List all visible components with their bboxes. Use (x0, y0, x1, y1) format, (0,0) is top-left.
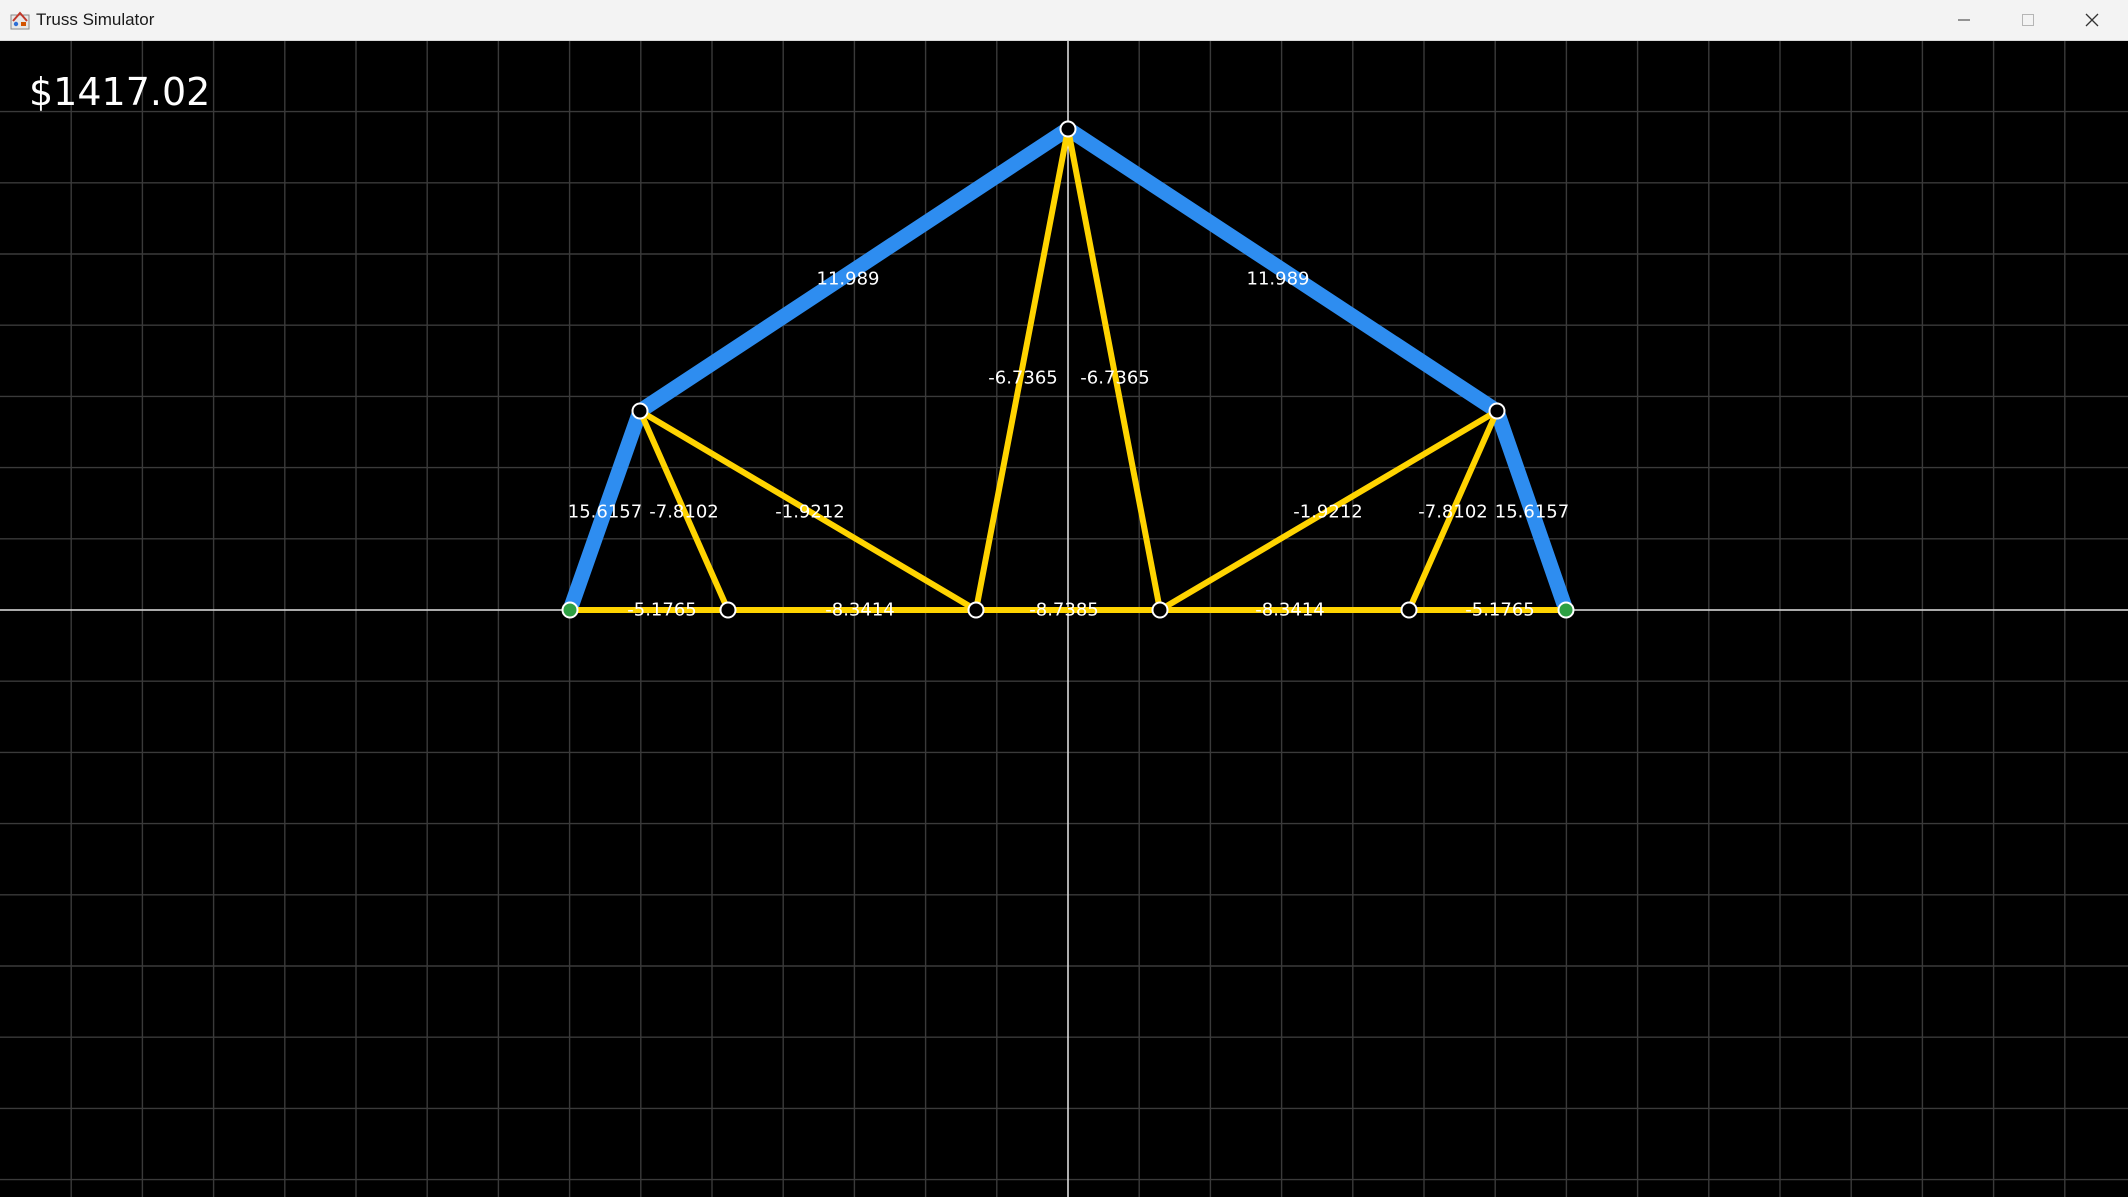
close-icon (2085, 13, 2099, 27)
maximize-icon (2022, 14, 2034, 26)
member-right-short-web[interactable] (1406, 408, 1500, 613)
maximize-button[interactable] (1996, 0, 2060, 40)
force-label: -1.9212 (1293, 502, 1362, 523)
force-label: 15.6157 (568, 502, 642, 523)
force-label: -7.8102 (1418, 502, 1487, 523)
node-b2[interactable] (967, 601, 985, 619)
node-b3[interactable] (1151, 601, 1169, 619)
node-support-right[interactable] (1557, 601, 1575, 619)
force-label: 11.989 (1247, 269, 1310, 290)
member-apex-web-right[interactable] (1065, 126, 1163, 613)
app-icon (10, 11, 30, 30)
force-label: -8.3414 (1255, 600, 1324, 621)
force-label: 15.6157 (1495, 502, 1569, 523)
close-button[interactable] (2060, 0, 2124, 40)
member-left-end[interactable] (562, 403, 648, 618)
node-upper-right[interactable] (1488, 402, 1506, 420)
force-label: 11.989 (817, 269, 880, 290)
force-label: -6.7365 (988, 368, 1057, 389)
member-left-short-web[interactable] (637, 408, 731, 613)
truss-canvas[interactable]: 11.989 11.989 -6.7365 -6.7365 15.6157 15.6157… (0, 41, 2128, 1197)
member-top-left[interactable] (632, 121, 1076, 419)
minimize-button[interactable] (1932, 0, 1996, 40)
member-left-long-web[interactable] (637, 408, 979, 613)
node-upper-left[interactable] (631, 402, 649, 420)
force-label: -6.7365 (1080, 368, 1149, 389)
minimize-icon (1958, 19, 1970, 21)
window-title: Truss Simulator (36, 10, 155, 29)
title-bar: Truss Simulator (0, 0, 2128, 41)
member-top-right[interactable] (1060, 121, 1505, 419)
node-b4[interactable] (1400, 601, 1418, 619)
force-label: -1.9212 (775, 502, 844, 523)
member-right-long-web[interactable] (1157, 408, 1500, 613)
truss-drawing[interactable]: 11.989 11.989 -6.7365 -6.7365 15.6157 15.6157… (0, 41, 2128, 1197)
force-label: -5.1765 (1465, 600, 1534, 621)
force-label: -8.3414 (825, 600, 894, 621)
node-support-left[interactable] (561, 601, 579, 619)
node-b1[interactable] (719, 601, 737, 619)
force-label: -8.7385 (1029, 600, 1098, 621)
node-apex[interactable] (1059, 120, 1077, 138)
force-label: -5.1765 (627, 600, 696, 621)
cost-display: $1417.02 (29, 70, 211, 114)
member-apex-web-left[interactable] (973, 126, 1071, 613)
member-right-end[interactable] (1489, 403, 1574, 618)
force-label: -7.8102 (649, 502, 718, 523)
